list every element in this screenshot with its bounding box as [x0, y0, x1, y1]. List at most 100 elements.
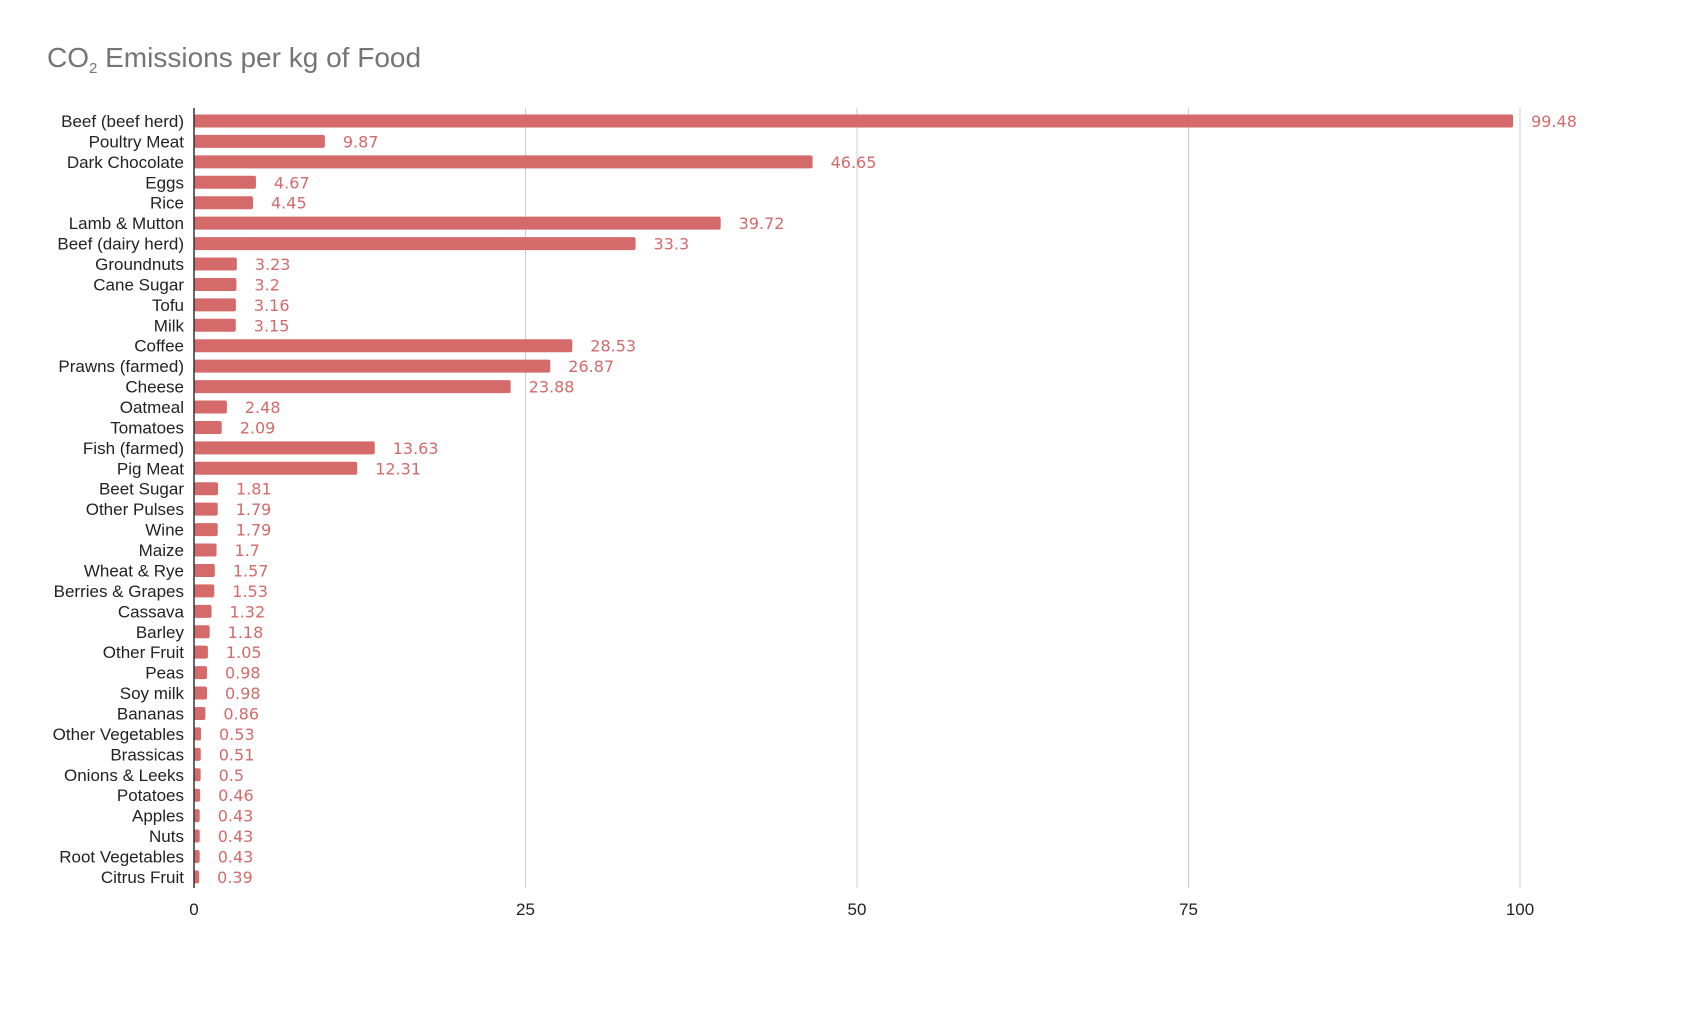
- bar: [194, 645, 208, 659]
- category-label: Tofu: [152, 296, 184, 315]
- category-label: Wheat & Rye: [84, 561, 184, 580]
- category-label: Cane Sugar: [93, 275, 184, 294]
- category-label: Root Vegetables: [59, 847, 184, 866]
- chart-title-suffix: Emissions per kg of Food: [97, 42, 422, 73]
- bar: [194, 706, 206, 720]
- category-label: Cassava: [118, 602, 185, 621]
- bar: [194, 155, 813, 169]
- category-label: Coffee: [134, 337, 184, 356]
- data-label: 3.15: [254, 316, 290, 335]
- category-label: Barley: [136, 623, 185, 642]
- data-label: 3.2: [254, 275, 279, 294]
- x-tick-label: 75: [1179, 900, 1198, 919]
- bar: [194, 809, 200, 823]
- category-label: Other Pulses: [86, 500, 184, 519]
- bar: [194, 686, 207, 700]
- category-label: Beef (beef herd): [61, 112, 184, 131]
- bar: [194, 849, 200, 863]
- data-label: 4.45: [271, 194, 307, 213]
- data-label: 1.7: [235, 541, 260, 560]
- bar: [194, 870, 200, 884]
- category-label: Nuts: [149, 827, 184, 846]
- data-label: 99.48: [1531, 112, 1577, 131]
- category-label: Apples: [132, 807, 184, 826]
- bar: [194, 175, 256, 189]
- category-label: Rice: [150, 194, 184, 213]
- data-label: 46.65: [831, 153, 877, 172]
- bar: [194, 277, 237, 291]
- bar: [194, 216, 721, 230]
- category-label: Other Vegetables: [53, 725, 184, 744]
- data-label: 9.87: [343, 132, 379, 151]
- data-label: 0.51: [219, 745, 255, 764]
- data-label: 1.18: [228, 623, 264, 642]
- category-label: Milk: [154, 316, 185, 335]
- bar: [194, 584, 215, 598]
- data-label: 0.5: [219, 766, 244, 785]
- bar: [194, 727, 202, 741]
- data-label: 4.67: [274, 173, 310, 192]
- data-label: 2.09: [240, 418, 276, 437]
- data-label: 0.43: [218, 807, 254, 826]
- data-label: 0.98: [225, 684, 261, 703]
- category-label: Maize: [139, 541, 184, 560]
- data-label: 1.81: [236, 480, 272, 499]
- category-label: Dark Chocolate: [67, 153, 184, 172]
- data-label: 1.05: [226, 643, 262, 662]
- bar: [194, 359, 551, 373]
- category-label: Citrus Fruit: [101, 868, 184, 887]
- category-label: Potatoes: [117, 786, 184, 805]
- category-label: Tomatoes: [110, 418, 184, 437]
- category-label: Berries & Grapes: [54, 582, 184, 601]
- data-label: 0.98: [225, 664, 261, 683]
- data-label: 0.43: [218, 827, 254, 846]
- x-tick-label: 100: [1506, 900, 1534, 919]
- data-label: 0.43: [218, 847, 254, 866]
- data-label: 1.53: [232, 582, 268, 601]
- bar: [194, 502, 218, 516]
- bar: [194, 237, 636, 251]
- category-label: Brassicas: [110, 745, 184, 764]
- data-label: 1.79: [236, 521, 272, 540]
- data-label: 1.32: [230, 602, 266, 621]
- data-label: 13.63: [393, 439, 439, 458]
- bar: [194, 318, 236, 332]
- data-label: 39.72: [739, 214, 785, 233]
- bar: [194, 420, 222, 434]
- bar: [194, 625, 210, 639]
- category-label: Wine: [145, 521, 184, 540]
- bar: [194, 257, 237, 271]
- data-label: 3.16: [254, 296, 290, 315]
- bar: [194, 829, 200, 843]
- chart-title-prefix: CO: [47, 42, 89, 73]
- data-label: 0.39: [217, 868, 253, 887]
- category-label: Oatmeal: [120, 398, 184, 417]
- data-label: 3.23: [255, 255, 291, 274]
- bar: [194, 768, 201, 782]
- bar: [194, 461, 358, 475]
- category-label: Lamb & Mutton: [69, 214, 184, 233]
- bar: [194, 482, 219, 496]
- category-label: Beet Sugar: [99, 480, 184, 499]
- category-label: Pig Meat: [117, 459, 184, 478]
- category-label: Groundnuts: [95, 255, 184, 274]
- bar: [194, 788, 201, 802]
- bar: [194, 298, 236, 312]
- category-label: Poultry Meat: [89, 132, 185, 151]
- category-label: Fish (farmed): [83, 439, 184, 458]
- chart-title-subscript: 2: [89, 60, 98, 77]
- category-label: Eggs: [145, 173, 184, 192]
- data-label: 1.57: [233, 561, 269, 580]
- category-label: Peas: [145, 664, 184, 683]
- data-label: 0.53: [219, 725, 255, 744]
- category-label: Onions & Leeks: [64, 766, 184, 785]
- data-label: 0.86: [223, 704, 259, 723]
- data-label: 2.48: [245, 398, 281, 417]
- bar: [194, 339, 573, 353]
- bar: [194, 523, 218, 537]
- x-tick-label: 50: [848, 900, 867, 919]
- category-label: Prawns (farmed): [58, 357, 184, 376]
- category-label: Bananas: [117, 704, 184, 723]
